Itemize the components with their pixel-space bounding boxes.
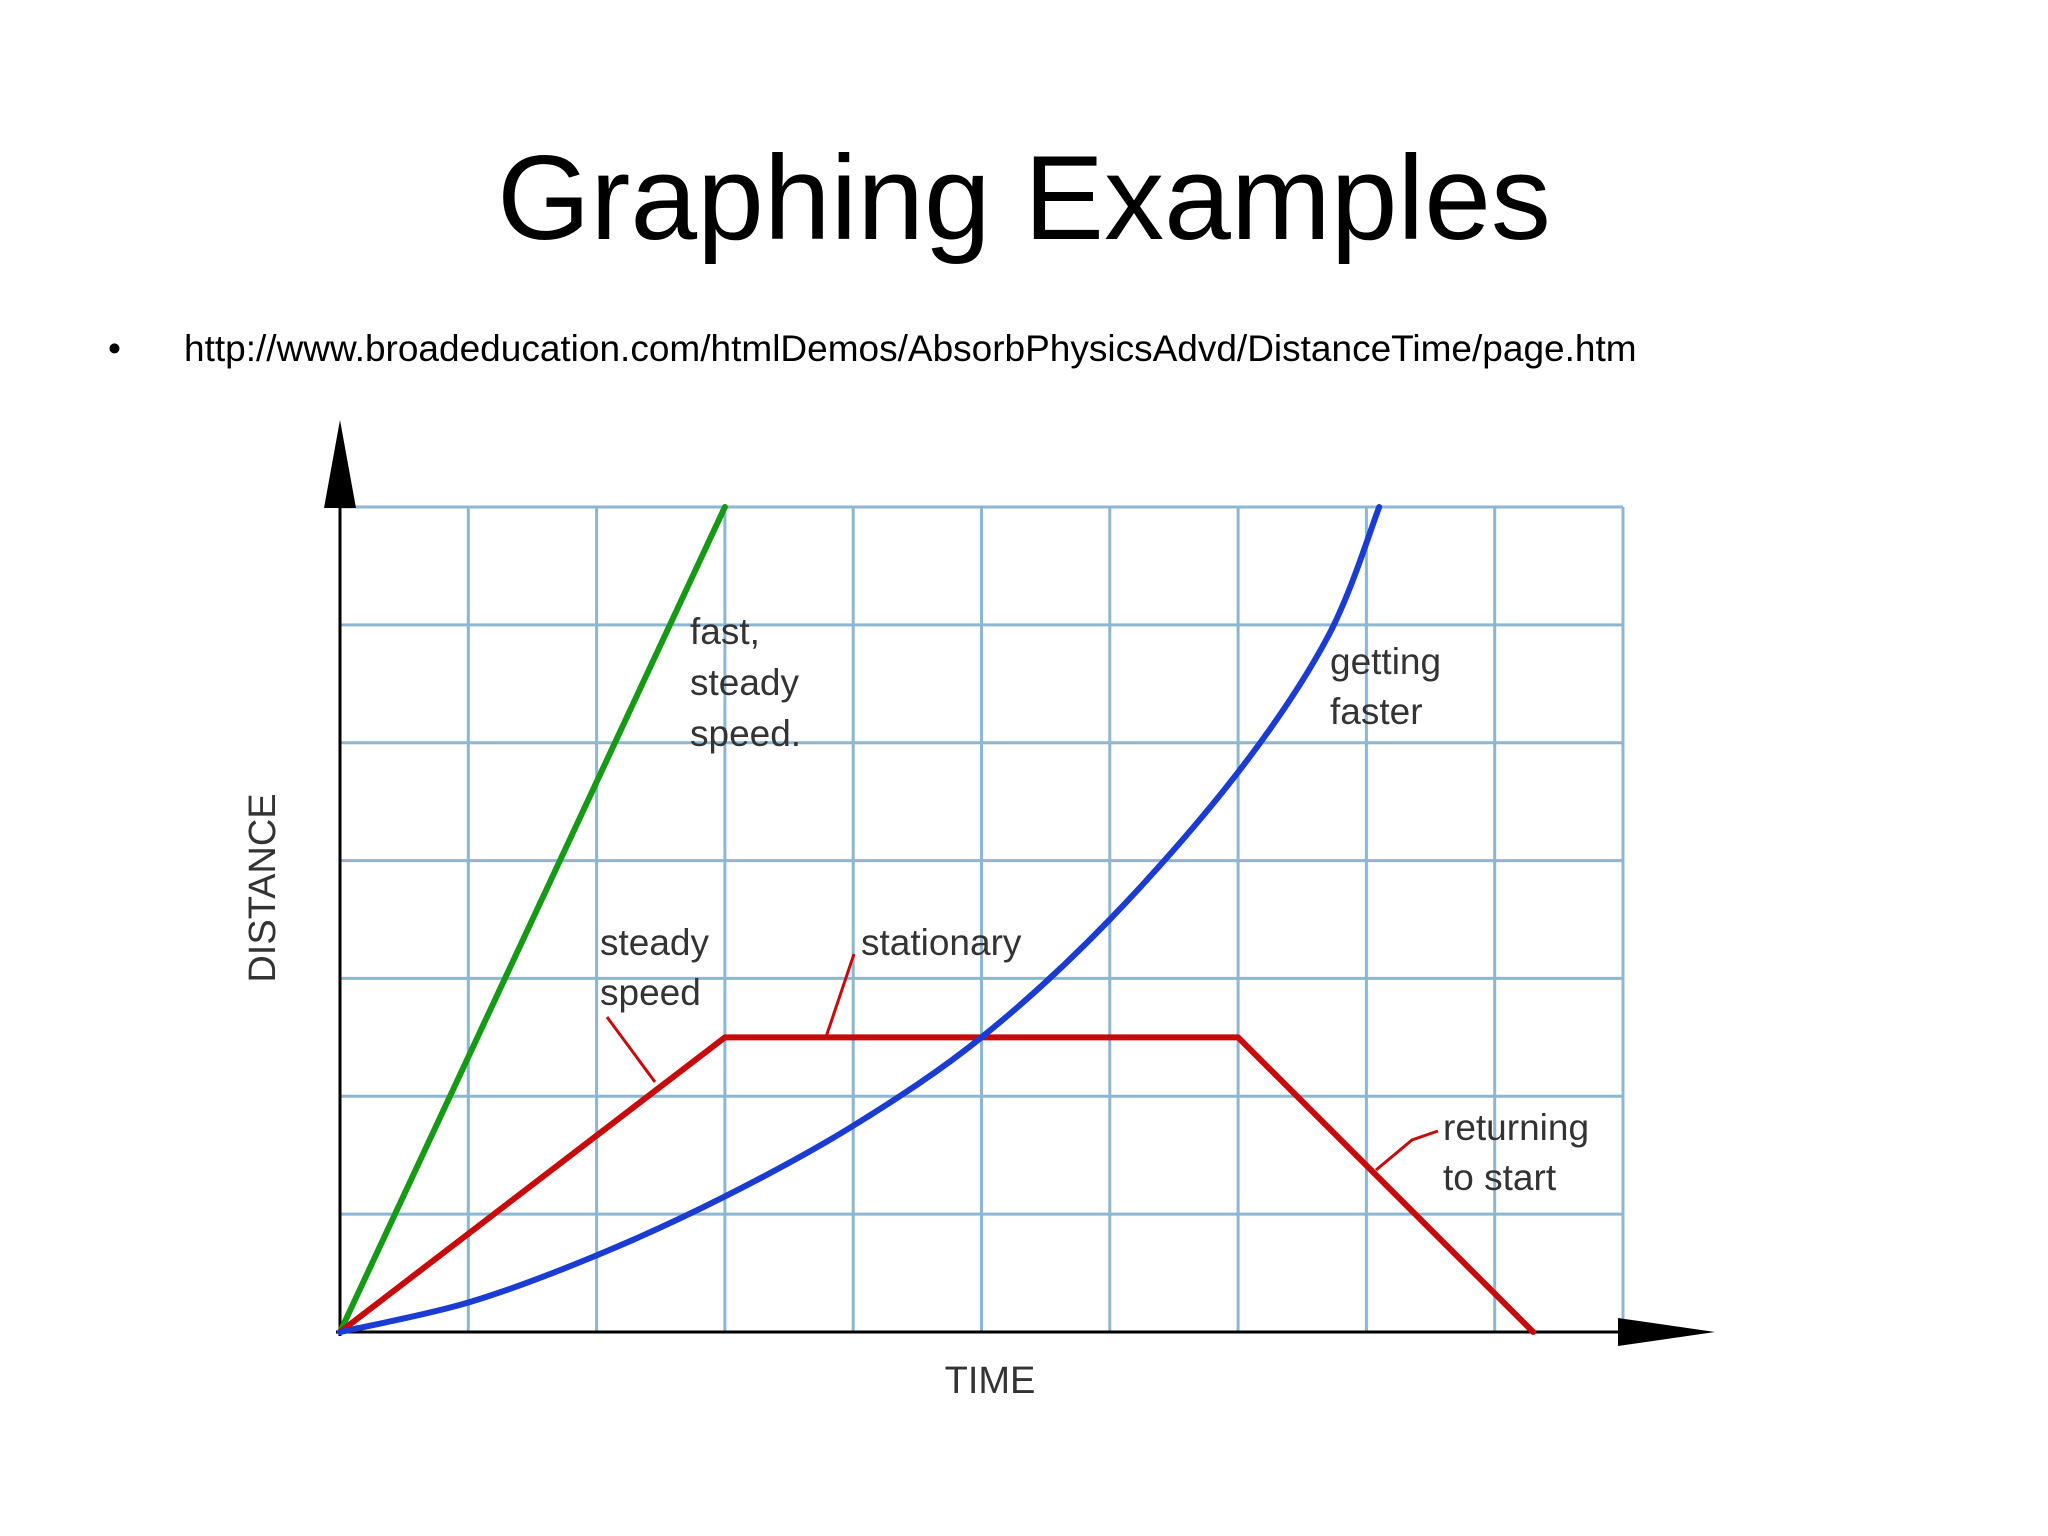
steady-speed-pointer xyxy=(605,1016,657,1083)
chart-grid xyxy=(338,505,1625,1334)
annotation-fast-line-0: fast, xyxy=(690,611,760,652)
annotation-getting-faster-line-1: faster xyxy=(1330,691,1423,732)
stationary-pointer xyxy=(824,953,856,1038)
series-fast-line xyxy=(337,504,728,1335)
chart-axes xyxy=(324,420,1715,1346)
series-faster-line xyxy=(337,504,1383,1335)
annotation-returning-line-1: to start xyxy=(1443,1157,1557,1198)
annotation-pointers xyxy=(605,953,1439,1172)
annotation-steady-speed-line-0: steady xyxy=(600,922,710,963)
x-axis-title: TIME xyxy=(945,1360,1036,1402)
source-link[interactable]: http://www.broadeducation.com/htmlDemos/… xyxy=(184,328,1637,369)
annotation-fast-line-2: speed. xyxy=(690,713,801,754)
chart-labels: fast, steady speed. getting faster steady spee… xyxy=(242,611,1589,1402)
chart-series xyxy=(337,504,1537,1335)
annotation-steady-speed-line-1: speed xyxy=(600,972,701,1013)
annotation-returning-line-0: returning xyxy=(1443,1107,1589,1148)
annotation-fast-line-1: steady xyxy=(690,662,800,703)
annotation-getting-faster-line-0: getting xyxy=(1330,641,1441,682)
slide-title: Graphing Examples xyxy=(497,131,1551,265)
bullet-dot: • xyxy=(108,328,121,369)
x-axis-arrowhead xyxy=(1618,1318,1715,1346)
y-axis-title: DISTANCE xyxy=(242,793,284,982)
y-axis-arrowhead xyxy=(324,420,356,508)
returning-pointer xyxy=(1375,1129,1439,1172)
annotation-stationary-line-0: stationary xyxy=(861,922,1022,963)
